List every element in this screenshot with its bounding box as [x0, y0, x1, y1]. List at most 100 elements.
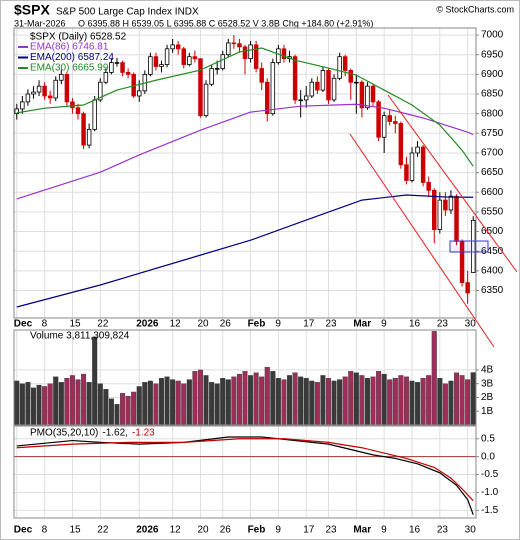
volume-bar [159, 378, 164, 426]
volume-bar [314, 382, 320, 426]
y-tick-label: 6500 [481, 226, 504, 237]
indicator-line [16, 47, 474, 167]
volume-bar [398, 375, 404, 426]
volume-bar [25, 382, 31, 426]
x-tick-label: Mar [353, 525, 371, 536]
symbol: $SPX [14, 2, 50, 18]
volume-bar [142, 382, 148, 426]
x-tick-label: 9 [275, 319, 281, 330]
y-tick-label: 6700 [481, 148, 504, 159]
y-tick-label: -1.0 [481, 487, 499, 498]
volume-bar [64, 378, 70, 426]
volume-bar [259, 376, 265, 426]
volume-bar [342, 376, 348, 426]
x-tick-label: 22 [97, 525, 109, 536]
volume-bar [326, 378, 331, 426]
volume-bar [220, 378, 226, 426]
volume-bar [86, 382, 92, 426]
x-tick-label: 22 [97, 319, 109, 330]
volume-bar [359, 375, 365, 426]
candle-body [53, 79, 58, 99]
volume-bar [120, 393, 126, 426]
candle-body [159, 64, 164, 67]
volume-bar [409, 380, 415, 426]
candle-body [181, 48, 187, 65]
volume-bar [175, 380, 181, 426]
candle-body [359, 81, 365, 109]
volume-bar [81, 373, 87, 426]
candle-body [437, 199, 443, 230]
panel-title: PMO(35,20,10) [30, 428, 98, 439]
volume-bar [448, 380, 454, 426]
volume-bar [281, 379, 287, 426]
candle-body [420, 146, 426, 183]
x-tick-label: Feb [248, 319, 266, 330]
volume-bar [275, 378, 281, 426]
indicator-line [16, 436, 474, 515]
candle-body [214, 68, 220, 70]
volume-bar [92, 336, 98, 426]
volume-bar [75, 379, 81, 426]
volume-bar [186, 379, 192, 426]
x-tick-label: 12 [170, 525, 182, 536]
x-tick-label: 23 [325, 319, 337, 330]
y-tick-label: 7000 [481, 30, 504, 41]
candle-body [42, 85, 47, 97]
candle-body [242, 46, 248, 60]
volume-bar [242, 371, 248, 426]
y-tick-label: 6550 [481, 207, 504, 218]
candle-body [14, 108, 20, 115]
x-tick-label: 16 [409, 525, 421, 536]
volume-bar [164, 376, 170, 426]
volume-bar [387, 379, 393, 426]
volume-bar [465, 379, 471, 426]
legend-label: -1.23 [132, 428, 155, 439]
candle-body [354, 81, 359, 84]
y-tick-label: 6400 [481, 265, 504, 276]
x-tick-label: Dec [14, 319, 33, 330]
y-tick-label: 6600 [481, 187, 504, 198]
y-tick-label: 6750 [481, 128, 504, 139]
candle-body [370, 85, 376, 103]
candle-body [75, 107, 81, 115]
x-tick-label: 15 [69, 319, 81, 330]
volume-bar [381, 373, 387, 426]
candle-body [270, 62, 276, 115]
y-tick-label: 4B [481, 365, 494, 376]
x-tick-label: 9 [381, 525, 387, 536]
y-tick-label: 6900 [481, 69, 504, 80]
copyright: © StockCharts.com [436, 4, 514, 14]
candle-body [265, 81, 270, 115]
candle-body [348, 70, 353, 83]
x-tick-label: Dec [14, 525, 33, 536]
candle-body [231, 42, 237, 45]
pmo-panel [13, 425, 477, 519]
candle-body [86, 128, 92, 146]
candle-body [381, 115, 387, 138]
volume-bar [125, 395, 131, 426]
volume-bar [47, 383, 53, 426]
x-tick-label: 15 [69, 525, 81, 536]
y-tick-label: 1B [481, 406, 494, 417]
plot-layer: DecDec881515222220262026121220202626FebF… [14, 28, 504, 536]
volume-bar [437, 378, 443, 426]
volume-bar [303, 378, 309, 426]
x-tick-label: 8 [42, 319, 48, 330]
x-tick-label: 16 [409, 319, 421, 330]
x-tick-label: 23 [437, 525, 449, 536]
y-tick-label: 6450 [481, 246, 504, 257]
volume-bar [309, 380, 315, 426]
volume-bar [30, 387, 36, 426]
candle-body [409, 152, 415, 181]
candle-body [220, 54, 225, 69]
candle-body [125, 72, 131, 75]
volume-bar [136, 386, 142, 426]
y-tick-label: -1.5 [481, 505, 499, 516]
volume-bar [170, 379, 176, 426]
x-tick-label: 20 [197, 525, 209, 536]
volume-bar [337, 379, 343, 426]
candle-body [281, 48, 287, 60]
y-tick-label: 6650 [481, 167, 504, 178]
candle-body [376, 101, 381, 138]
legend-label: -1.62, [102, 428, 128, 439]
